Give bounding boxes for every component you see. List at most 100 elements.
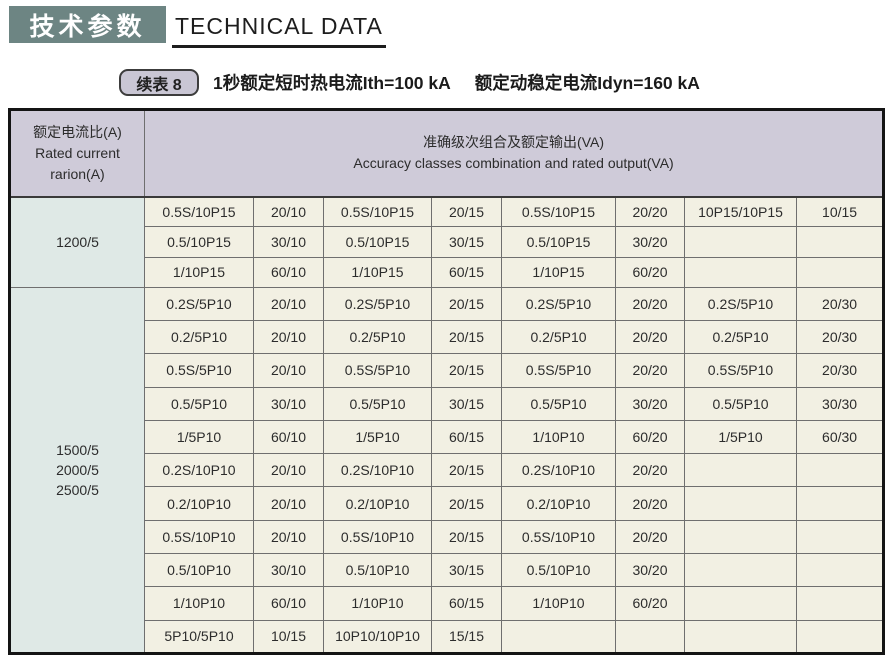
- data-cell: 20/20: [615, 195, 685, 228]
- data-cell: 1/10P10: [501, 586, 616, 621]
- data-cell: [795, 552, 885, 588]
- page-title-en: TECHNICAL DATA: [172, 13, 386, 48]
- data-cell: 30/15: [431, 386, 502, 421]
- continuation-table-badge: 续表 8: [119, 69, 199, 96]
- data-cell: 30/15: [431, 552, 502, 588]
- data-cell: 0.5S/5P10: [684, 353, 797, 388]
- data-cell: 30/20: [615, 552, 685, 588]
- table-row: 0.5S/5P10 20/10 0.5S/5P10 20/15 0.5S/5P10 20/…: [10, 353, 885, 388]
- data-cell: [684, 453, 797, 488]
- data-cell: 20/20: [615, 453, 685, 488]
- dynamic-current-rating: 额定动稳定电流Idyn=160 kA: [474, 73, 700, 93]
- data-cell: 0.5/5P10: [501, 386, 616, 421]
- page-title-cn: 技术参数: [9, 6, 166, 43]
- data-cell: [684, 226, 797, 258]
- data-cell: 0.5S/10P15: [144, 195, 254, 228]
- data-cell: 0.2S/10P10: [501, 453, 616, 488]
- data-cell: [684, 619, 797, 655]
- data-cell: 60/30: [795, 419, 885, 455]
- data-cell: 60/10: [253, 256, 324, 288]
- data-cell: 0.5/5P10: [684, 386, 797, 421]
- header-rated-current-ratio: 额定电流比(A) Rated current rarion(A): [9, 109, 145, 198]
- data-cell: 10P10/10P10: [323, 619, 432, 655]
- data-cell: 0.2/10P10: [323, 486, 432, 521]
- data-cell: 20/30: [795, 286, 885, 322]
- table-body: 1200/5 0.5S/10P15 20/10 0.5S/10P15 20/15 0.5S…: [9, 195, 885, 655]
- ratio-line: 2000/5: [56, 461, 99, 478]
- data-cell: 0.5/10P10: [323, 552, 432, 588]
- ratio-line: 1500/5: [56, 441, 99, 458]
- data-cell: 0.2/5P10: [501, 320, 616, 355]
- data-cell: 20/15: [431, 486, 502, 521]
- table-row: 1500/5 2000/5 2500/5 0.2S/5P10 20/10 0.2S/5P1…: [9, 286, 885, 655]
- table-row: 0.5/5P10 30/10 0.5/5P10 30/15 0.5/5P10 30/20 0…: [10, 386, 885, 421]
- data-cell: 20/15: [431, 195, 502, 228]
- page-title-cn-text: 技术参数: [29, 12, 146, 41]
- header-accuracy-classes: 准确级次组合及额定输出(VA) Accuracy classes combina…: [143, 109, 885, 198]
- data-cell: [684, 586, 797, 621]
- table-row: 0.2/5P10 20/10 0.2/5P10 20/15 0.2/5P10 20/20 0…: [10, 320, 885, 355]
- table-row: 0.5S/10P10 20/10 0.5S/10P10 20/15 0.5S/10P10…: [10, 519, 885, 555]
- data-cell: 20/20: [615, 286, 685, 322]
- table-subtitle: 1秒额定短时热电流Ith=100 kA 额定动稳定电流Idyn=160 kA: [213, 69, 700, 96]
- table-row: 5P10/5P10 10/15 10P10/10P10 15/15: [10, 619, 885, 655]
- data-cell: 30/10: [253, 552, 324, 588]
- data-cell: 1/10P15: [144, 256, 254, 288]
- thermal-current-rating: 1秒额定短时热电流Ith=100 kA: [213, 73, 451, 93]
- data-cell: [795, 226, 885, 258]
- data-cell: 0.5/10P15: [501, 226, 616, 258]
- data-cell: [795, 619, 885, 655]
- data-cell: 20/10: [253, 195, 324, 228]
- data-cell: 0.2S/5P10: [323, 286, 432, 322]
- data-cell: 0.5S/10P10: [501, 519, 616, 555]
- data-cell: 20/20: [615, 486, 685, 521]
- data-cell: 0.2S/5P10: [501, 286, 616, 322]
- data-cell: 0.2S/10P10: [323, 453, 432, 488]
- data-cell: 20/10: [253, 519, 324, 555]
- technical-data-table-wrap: 额定电流比(A) Rated current rarion(A) 准确级次组合及…: [8, 108, 886, 655]
- data-cell: 0.2/5P10: [323, 320, 432, 355]
- data-cell: 20/15: [431, 353, 502, 388]
- data-cell: 10/15: [253, 619, 324, 655]
- data-cell: [684, 256, 797, 288]
- data-cell: 1/10P10: [501, 419, 616, 455]
- data-cell: 0.2/10P10: [144, 486, 254, 521]
- data-cell: 1/10P15: [501, 256, 616, 288]
- data-cell: 0.2/10P10: [501, 486, 616, 521]
- ratio-line: 2500/5: [56, 481, 99, 498]
- table-row: 0.5/10P10 30/10 0.5/10P10 30/15 0.5/10P10 30/…: [10, 552, 885, 588]
- data-cell: 1/10P10: [323, 586, 432, 621]
- data-cell: 15/15: [431, 619, 502, 655]
- data-cell: 20/10: [253, 486, 324, 521]
- data-cell: 0.5/10P15: [323, 226, 432, 258]
- data-cell: 20/10: [253, 320, 324, 355]
- data-cell: 60/15: [431, 419, 502, 455]
- data-cell: 20/15: [431, 519, 502, 555]
- data-cell: 1/5P10: [323, 419, 432, 455]
- data-cell: 0.5/5P10: [323, 386, 432, 421]
- data-cell: [795, 486, 885, 521]
- header-row: 额定电流比(A) Rated current rarion(A) 准确级次组合及…: [9, 109, 885, 198]
- data-cell: [684, 552, 797, 588]
- table-row: 0.2S/10P10 20/10 0.2S/10P10 20/15 0.2S/10P10…: [10, 453, 885, 488]
- data-cell: 60/10: [253, 586, 324, 621]
- data-cell: 1/5P10: [684, 419, 797, 455]
- data-cell: 0.5S/10P10: [144, 519, 254, 555]
- data-cell: [795, 453, 885, 488]
- data-cell: 0.5/5P10: [144, 386, 254, 421]
- data-cell: 20/20: [615, 320, 685, 355]
- data-cell: 0.2S/10P10: [144, 453, 254, 488]
- data-cell: 60/20: [615, 256, 685, 288]
- rated-current-ratio-cell: 1500/5 2000/5 2500/5: [9, 286, 145, 655]
- table-row: 1/10P15 60/10 1/10P15 60/15 1/10P15 60/20: [10, 256, 885, 288]
- table-row: 0.5/10P15 30/10 0.5/10P15 30/15 0.5/10P15 30/…: [10, 226, 885, 258]
- data-cell: 0.5/10P10: [144, 552, 254, 588]
- data-cell: 30/10: [253, 386, 324, 421]
- data-cell: 20/10: [253, 286, 324, 322]
- data-cell: 20/20: [615, 519, 685, 555]
- data-cell: 10/15: [795, 195, 885, 228]
- technical-data-table: 额定电流比(A) Rated current rarion(A) 准确级次组合及…: [8, 108, 886, 655]
- data-cell: 20/15: [431, 286, 502, 322]
- table-header: 额定电流比(A) Rated current rarion(A) 准确级次组合及…: [9, 109, 885, 198]
- data-cell: 60/20: [615, 586, 685, 621]
